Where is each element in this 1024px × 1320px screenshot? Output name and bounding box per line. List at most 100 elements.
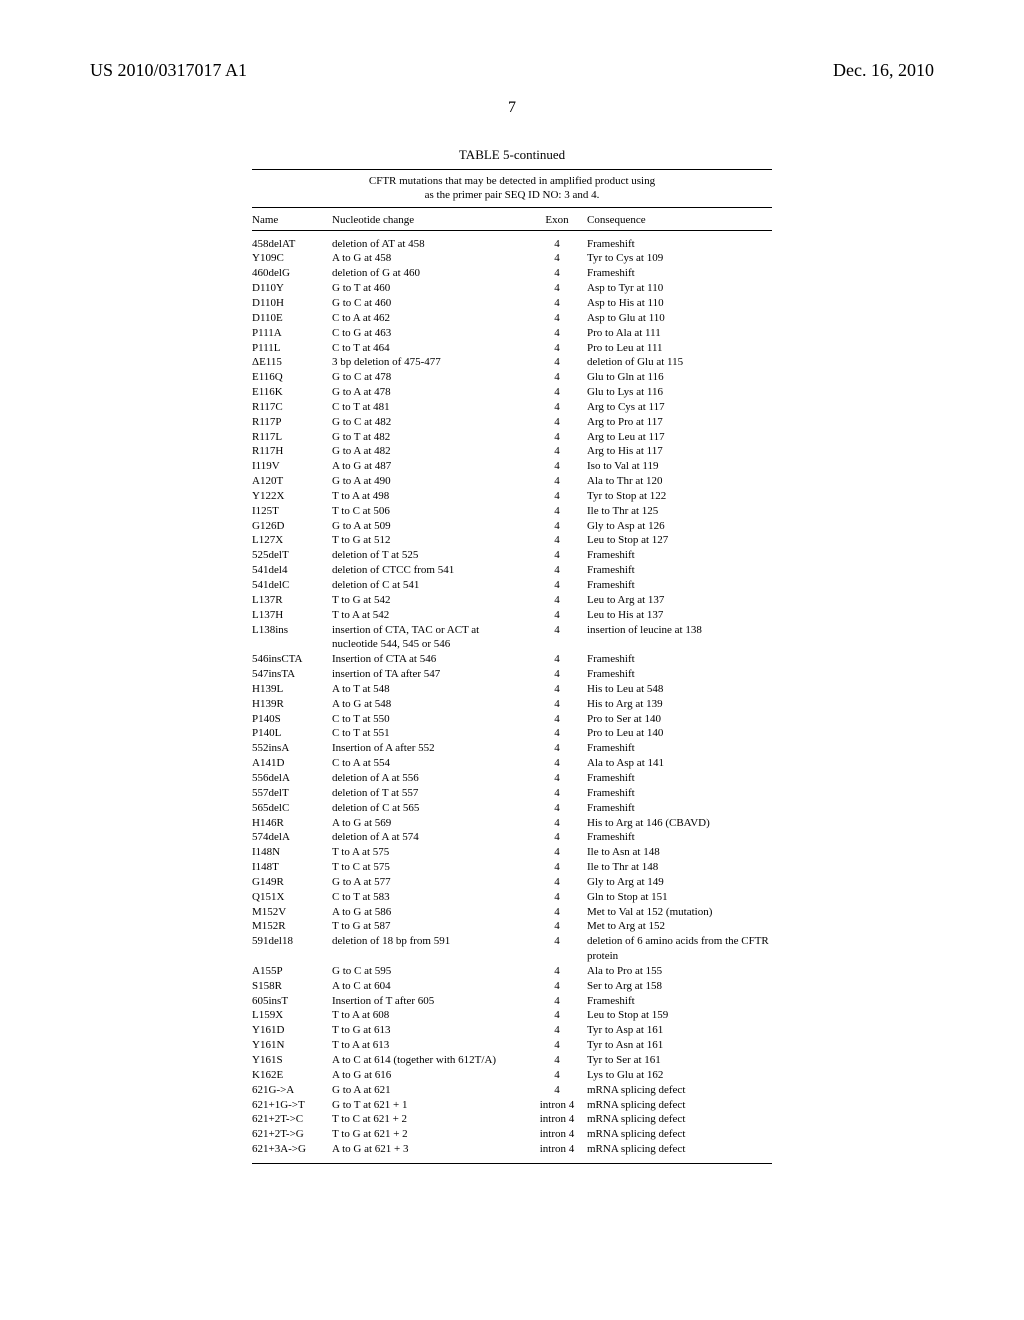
table-row: L137HT to A at 5424Leu to His at 137 [252,608,772,623]
cell-exon: 4 [527,712,587,727]
table-row: I148TT to C at 5754Ile to Thr at 148 [252,860,772,875]
cell-consequence: Frameshift [587,652,772,667]
table-row: 556delAdeletion of A at 5564Frameshift [252,771,772,786]
cell-change: A to G at 569 [332,816,527,831]
cell-name: 565delC [252,801,332,816]
table-row: 574delAdeletion of A at 5744Frameshift [252,830,772,845]
cell-change: deletion of T at 557 [332,786,527,801]
cell-change: A to G at 458 [332,251,527,266]
cell-change: T to A at 542 [332,608,527,623]
cell-consequence: deletion of Glu at 115 [587,355,772,370]
table-row: L159XT to A at 6084Leu to Stop at 159 [252,1008,772,1023]
cell-consequence: Asp to His at 110 [587,296,772,311]
cell-change: deletion of T at 525 [332,548,527,563]
cell-name: Y161D [252,1023,332,1038]
cell-name: 621+1G->T [252,1098,332,1113]
cell-name: D110H [252,296,332,311]
cell-change: G to A at 577 [332,875,527,890]
cell-exon: intron 4 [527,1098,587,1113]
cell-consequence: Arg to Leu at 117 [587,430,772,445]
cell-name: H139L [252,682,332,697]
cell-exon: 4 [527,400,587,415]
cell-change: Insertion of T after 605 [332,994,527,1009]
cell-exon: 4 [527,296,587,311]
cell-exon: 4 [527,519,587,534]
cell-name: 621+2T->G [252,1127,332,1142]
cell-name: H146R [252,816,332,831]
table-row: E116QG to C at 4784Glu to Gln at 116 [252,370,772,385]
cell-consequence: Lys to Glu at 162 [587,1068,772,1083]
cell-change: deletion of 18 bp from 591 [332,934,527,964]
cell-consequence: mRNA splicing defect [587,1142,772,1157]
cell-exon: 4 [527,251,587,266]
table-row: 546insCTAInsertion of CTA at 5464Framesh… [252,652,772,667]
cell-consequence: Ala to Asp at 141 [587,756,772,771]
cell-change: T to A at 498 [332,489,527,504]
cell-consequence: Frameshift [587,578,772,593]
cell-change: G to C at 460 [332,296,527,311]
cell-change: G to A at 490 [332,474,527,489]
cell-consequence: Tyr to Stop at 122 [587,489,772,504]
cell-consequence: Frameshift [587,237,772,252]
cell-consequence: Frameshift [587,563,772,578]
cell-change: G to C at 482 [332,415,527,430]
cell-change: deletion of C at 541 [332,578,527,593]
cell-change: G to C at 595 [332,964,527,979]
cell-exon: 4 [527,786,587,801]
cell-change: C to T at 464 [332,341,527,356]
cell-exon: 4 [527,608,587,623]
cell-exon: 4 [527,934,587,964]
cell-name: K162E [252,1068,332,1083]
cell-name: M152V [252,905,332,920]
cell-change: T to C at 506 [332,504,527,519]
cell-change: G to A at 509 [332,519,527,534]
cell-consequence: deletion of 6 amino acids from the CFTR … [587,934,772,964]
table-row: S158RA to C at 6044Ser to Arg at 158 [252,979,772,994]
cell-exon: 4 [527,415,587,430]
cell-change: T to G at 587 [332,919,527,934]
cell-consequence: Met to Arg at 152 [587,919,772,934]
cell-exon: 4 [527,311,587,326]
cell-consequence: Frameshift [587,548,772,563]
cell-exon: 4 [527,1038,587,1053]
table-row: M152VA to G at 5864Met to Val at 152 (mu… [252,905,772,920]
col-consequence: Consequence [587,214,772,226]
cell-exon: intron 4 [527,1112,587,1127]
cell-exon: 4 [527,593,587,608]
table-row: A120TG to A at 4904Ala to Thr at 120 [252,474,772,489]
cell-change: A to C at 604 [332,979,527,994]
cell-change: A to G at 487 [332,459,527,474]
cell-name: A120T [252,474,332,489]
cell-consequence: Iso to Val at 119 [587,459,772,474]
cell-name: H139R [252,697,332,712]
table-row: 621G->AG to A at 6214mRNA splicing defec… [252,1083,772,1098]
cell-name: 621+2T->C [252,1112,332,1127]
cell-consequence: Ser to Arg at 158 [587,979,772,994]
cell-consequence: mRNA splicing defect [587,1083,772,1098]
table-row: I119VA to G at 4874Iso to Val at 119 [252,459,772,474]
cell-change: A to G at 586 [332,905,527,920]
cell-exon: 4 [527,816,587,831]
cell-consequence: Glu to Lys at 116 [587,385,772,400]
cell-exon: 4 [527,281,587,296]
table-row: L127XT to G at 5124Leu to Stop at 127 [252,533,772,548]
table-row: 547insTAinsertion of TA after 5474Frames… [252,667,772,682]
cell-exon: 4 [527,697,587,712]
cell-consequence: Ile to Thr at 125 [587,504,772,519]
patent-date: Dec. 16, 2010 [833,60,934,81]
cell-change: deletion of AT at 458 [332,237,527,252]
cell-change: C to T at 481 [332,400,527,415]
cell-name: E116Q [252,370,332,385]
cell-change: T to C at 575 [332,860,527,875]
cell-consequence: mRNA splicing defect [587,1098,772,1113]
cell-exon: 4 [527,964,587,979]
cell-consequence: Ala to Pro at 155 [587,964,772,979]
cell-consequence: Tyr to Asn at 161 [587,1038,772,1053]
patent-number: US 2010/0317017 A1 [90,60,247,81]
col-name: Name [252,214,332,226]
table-row: 621+2T->CT to C at 621 + 2intron 4mRNA s… [252,1112,772,1127]
table-row: A155PG to C at 5954Ala to Pro at 155 [252,964,772,979]
cell-name: 557delT [252,786,332,801]
cell-name: 591del18 [252,934,332,964]
table-row: P111LC to T at 4644Pro to Leu at 111 [252,341,772,356]
